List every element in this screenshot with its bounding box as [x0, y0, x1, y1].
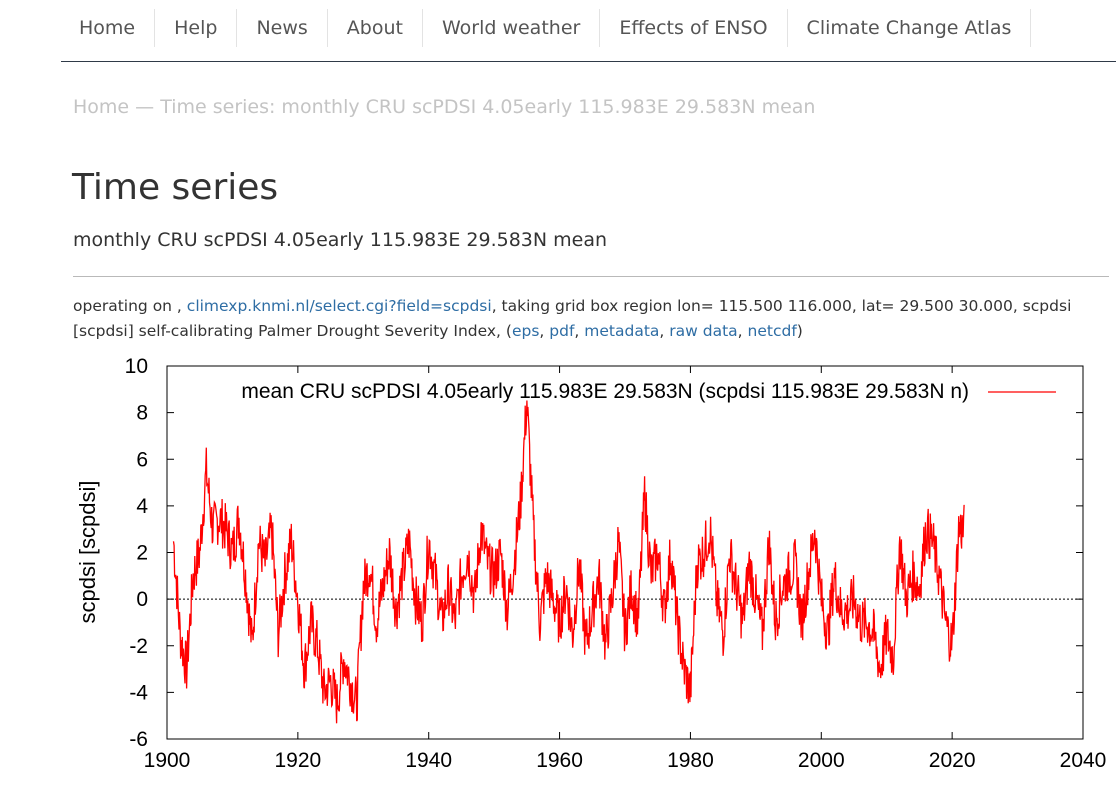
x-tick-label: 2040: [1060, 749, 1107, 772]
nav-help[interactable]: Help: [155, 9, 238, 47]
nav-climate-change-atlas[interactable]: Climate Change Atlas: [788, 9, 1032, 47]
nav-home[interactable]: Home: [61, 9, 156, 47]
y-tick-label: 8: [136, 402, 148, 425]
y-tick-label: 10: [125, 355, 148, 378]
page-subtitle: monthly CRU scPDSI 4.05early 115.983E 29…: [73, 229, 608, 251]
axis-tick-labels: -6 -4 -2 0 2 4 6 8 10 1900 1920 1940 1960 1980 2000 202…: [125, 355, 1107, 772]
x-tick-label: 2020: [929, 749, 976, 772]
y-tick-label: -2: [129, 635, 148, 658]
x-tick-label: 1960: [536, 749, 583, 772]
y-tick-label: -4: [129, 681, 148, 704]
legend-label: mean CRU scPDSI 4.05early 115.983E 29.58…: [241, 380, 969, 403]
info-description: , taking grid box region lon= 115.500 11…: [73, 297, 1072, 340]
page-title: Time series: [72, 167, 279, 208]
source-link[interactable]: climexp.knmi.nl/select.cgi?field=scpdsi: [186, 297, 492, 315]
series-line: [172, 400, 965, 724]
y-tick-label: 4: [136, 495, 148, 518]
raw-data-link[interactable]: raw data: [669, 322, 738, 340]
x-tick-label: 2000: [798, 749, 845, 772]
info-prefix: operating on ,: [73, 297, 187, 315]
pdf-link[interactable]: pdf: [549, 322, 575, 340]
eps-link[interactable]: eps: [511, 322, 540, 340]
y-tick-label: -6: [129, 728, 148, 751]
nav-effects-of-enso[interactable]: Effects of ENSO: [600, 9, 788, 47]
x-tick-label: 1980: [667, 749, 714, 772]
nav-news[interactable]: News: [237, 9, 328, 47]
time-series-chart: -6 -4 -2 0 2 4 6 8 10 1900 1920 1940 1960 1980 2000 202…: [75, 355, 1107, 772]
y-tick-label: 6: [136, 448, 148, 471]
nav-about[interactable]: About: [328, 9, 423, 47]
x-tick-label: 1900: [144, 749, 191, 772]
y-tick-label: 0: [136, 588, 148, 611]
divider: [73, 276, 1109, 277]
breadcrumb: Home — Time series: monthly CRU scPDSI 4…: [73, 96, 816, 118]
netcdf-link[interactable]: netcdf: [747, 322, 797, 340]
x-tick-label: 1940: [405, 749, 452, 772]
y-tick-label: 2: [136, 542, 148, 565]
series-info: operating on , climexp.knmi.nl/select.cg…: [73, 297, 1072, 340]
axis-ticks: [166, 365, 1084, 740]
nav-menu: Home Help News About World weather Effec…: [61, 9, 1032, 47]
nav-world-weather[interactable]: World weather: [423, 9, 601, 47]
metadata-link[interactable]: metadata: [584, 322, 660, 340]
y-axis-label: scpdsi [scpdsi]: [75, 480, 100, 623]
top-nav: Home Help News About World weather Effec…: [61, 0, 1116, 62]
info-suffix: ): [796, 322, 803, 340]
x-tick-label: 1920: [274, 749, 321, 772]
